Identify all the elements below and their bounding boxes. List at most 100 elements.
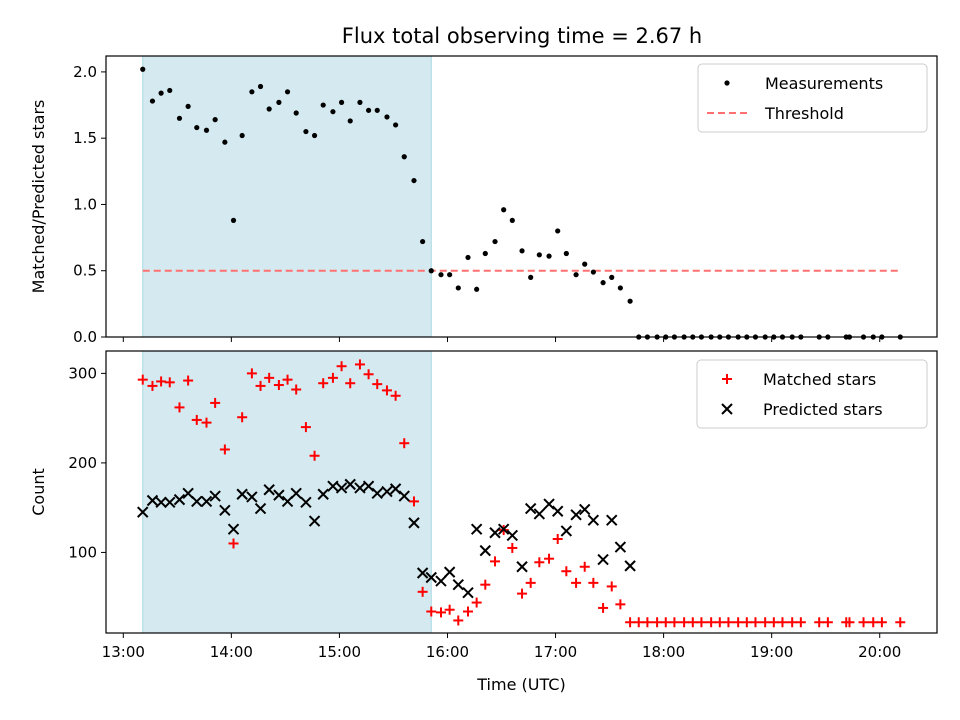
matched-point xyxy=(696,617,707,628)
matched-point xyxy=(633,617,644,628)
measurement-point xyxy=(474,286,480,292)
predicted-point xyxy=(137,506,149,518)
matched-point xyxy=(183,375,194,386)
matched-point xyxy=(291,384,302,395)
matched-point xyxy=(490,556,501,567)
matched-point xyxy=(606,581,617,592)
measurement-point xyxy=(563,250,569,257)
matched-point xyxy=(588,577,599,588)
measurement-point xyxy=(257,83,264,90)
measurement-point xyxy=(492,238,498,245)
matched-point xyxy=(741,617,752,628)
legend-matched-label: Matched stars xyxy=(763,370,876,389)
y-tick-label: 1.0 xyxy=(73,195,97,213)
legend-predicted-label: Predicted stars xyxy=(763,400,883,419)
ratio-y-axis-label: Matched/Predicted stars xyxy=(29,100,48,294)
predicted-point-b xyxy=(452,578,464,591)
matched-point xyxy=(822,617,833,628)
matched-point xyxy=(164,377,175,388)
matched-point xyxy=(237,412,248,423)
predicted-point-b xyxy=(317,488,329,500)
count-y-ticks: 100 200 300 xyxy=(68,364,106,561)
ratio-legend-box xyxy=(697,63,928,133)
predicted-point-b xyxy=(462,587,474,599)
matched-point xyxy=(706,617,717,628)
matched-point xyxy=(137,374,148,385)
x-tick-label: 13:00 xyxy=(102,643,145,661)
matched-point xyxy=(273,380,284,391)
matched-point xyxy=(768,617,779,628)
legend-threshold-label: Threshold xyxy=(764,104,844,123)
predicted-point-b xyxy=(533,508,546,520)
predicted-point-b xyxy=(273,489,285,501)
predicted-point xyxy=(173,493,186,506)
predicted-point xyxy=(263,484,275,496)
predicted-point xyxy=(551,505,564,517)
matched-point xyxy=(858,617,869,628)
predicted-point-b xyxy=(290,487,302,500)
predicted-point-b xyxy=(191,495,203,508)
predicted-point xyxy=(408,517,420,529)
predicted-point xyxy=(452,578,464,591)
measurement-point xyxy=(249,89,255,95)
predicted-point xyxy=(579,503,591,516)
matched-point xyxy=(453,615,464,626)
matched-point xyxy=(327,372,338,383)
matched-point xyxy=(156,376,167,387)
predicted-point xyxy=(209,490,221,502)
measurement-point xyxy=(609,274,615,280)
x-tick-label: 17:00 xyxy=(534,643,577,661)
x-tick-label: 20:00 xyxy=(858,643,901,661)
matched-point xyxy=(687,617,698,628)
matched-point xyxy=(282,374,293,385)
predicted-point xyxy=(164,496,176,509)
count-panel: 100 200 300 13:00 14:00 15:00 16:00 17:00 18:00… xyxy=(29,350,938,694)
predicted-point xyxy=(489,527,501,539)
y-tick-label: 0.0 xyxy=(73,328,97,346)
matched-point xyxy=(255,380,266,391)
predicted-point-b xyxy=(516,561,528,573)
predicted-point xyxy=(470,523,483,535)
predicted-point-b xyxy=(308,515,321,527)
measurement-point xyxy=(582,261,588,267)
matched-point xyxy=(777,617,788,628)
matched-point xyxy=(426,606,437,617)
predicted-point xyxy=(398,490,410,502)
measurement-point xyxy=(555,228,561,234)
legend-cross-b xyxy=(721,403,733,415)
matched-point xyxy=(444,604,455,615)
predicted-point-b xyxy=(362,480,375,492)
measurement-point xyxy=(347,118,353,124)
predicted-point-b xyxy=(560,525,573,537)
measurement-point xyxy=(509,217,515,223)
measurement-point xyxy=(573,272,579,278)
matched-point xyxy=(435,607,446,618)
predicted-point-b xyxy=(335,482,348,494)
measurement-point xyxy=(482,250,488,257)
predicted-point xyxy=(425,571,437,584)
matched-point xyxy=(723,617,734,628)
matched-point xyxy=(615,599,626,610)
predicted-point xyxy=(479,544,492,557)
predicted-point-b xyxy=(479,544,492,557)
matched-point xyxy=(354,359,365,370)
measurement-point xyxy=(212,117,218,123)
measurement-point xyxy=(230,217,237,223)
predicted-point-b xyxy=(425,571,437,584)
predicted-point xyxy=(290,487,302,500)
matched-star-points xyxy=(137,359,906,628)
y-tick-label: 100 xyxy=(68,543,97,561)
measurement-point xyxy=(167,87,173,94)
matched-point xyxy=(733,617,744,628)
measurement-point xyxy=(311,132,318,139)
matched-point xyxy=(336,361,347,372)
measurement-point xyxy=(536,252,542,258)
predicted-point-b xyxy=(155,496,167,509)
predicted-point-b xyxy=(579,503,591,516)
legend-matched-marker xyxy=(722,374,732,384)
predicted-point xyxy=(371,487,383,500)
predicted-point-b xyxy=(389,483,402,495)
predicted-point xyxy=(327,480,339,492)
predicted-point xyxy=(497,523,510,535)
